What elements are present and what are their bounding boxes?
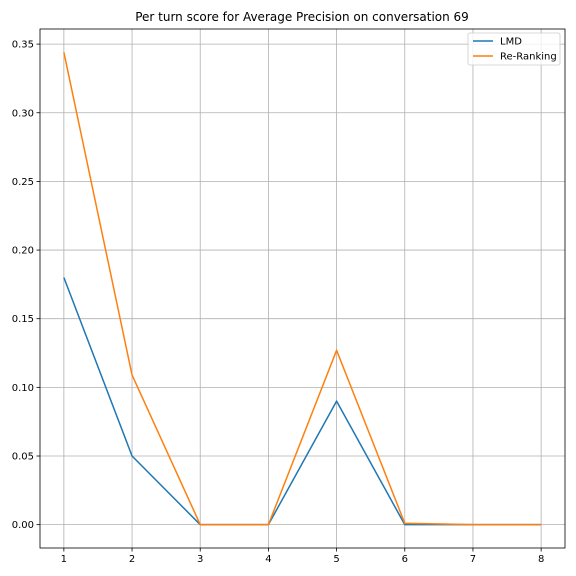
y-tick-label: 0.30 <box>12 108 34 119</box>
y-tick-label: 0.05 <box>12 452 34 463</box>
x-tick-label: 7 <box>470 554 476 565</box>
chart-title: Per turn score for Average Precision on … <box>135 10 469 24</box>
x-tick-label: 4 <box>265 554 271 565</box>
legend-label: Re-Ranking <box>500 52 557 63</box>
x-tick-label: 5 <box>333 554 339 565</box>
y-tick-label: 0.15 <box>12 314 34 325</box>
legend-label: LMD <box>500 37 522 48</box>
plot-frame <box>39 28 566 549</box>
x-tick-label: 1 <box>61 554 67 565</box>
series-line-re-ranking <box>63 52 542 526</box>
y-tick-label: 0.35 <box>12 40 34 51</box>
y-gridlines <box>40 43 565 526</box>
x-gridlines <box>63 29 542 548</box>
y-tick-label: 0.25 <box>12 177 34 188</box>
series-layer <box>63 52 542 526</box>
x-axis: 1 2 3 4 5 6 7 8 <box>61 548 544 565</box>
y-axis: 0.00 0.05 0.10 0.15 0.20 0.25 0.30 0.35 <box>12 40 40 531</box>
x-tick-label: 6 <box>402 554 408 565</box>
y-tick-label: 0.10 <box>12 383 34 394</box>
x-tick-label: 8 <box>538 554 544 565</box>
x-tick-label: 3 <box>197 554 203 565</box>
legend: LMD Re-Ranking <box>467 32 561 66</box>
y-tick-label: 0.00 <box>12 520 34 531</box>
y-tick-label: 0.20 <box>12 246 34 257</box>
x-tick-label: 2 <box>129 554 135 565</box>
